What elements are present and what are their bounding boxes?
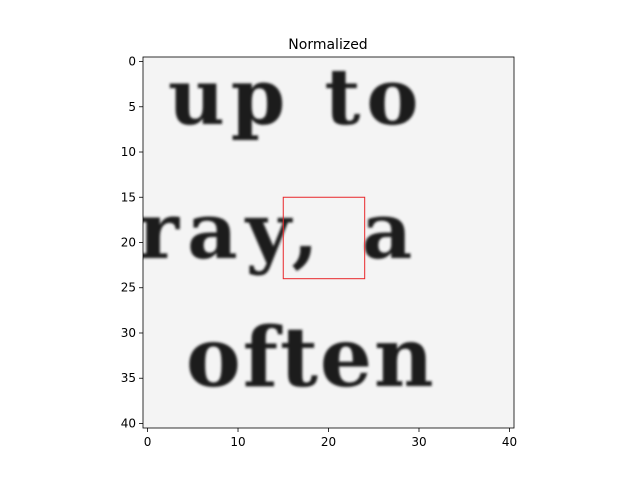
- image-background: [143, 57, 514, 428]
- y-tick-label: 35: [121, 371, 136, 385]
- y-tick-label: 0: [128, 55, 136, 69]
- text-line-3: often: [186, 310, 436, 406]
- y-tick-label: 20: [121, 236, 136, 250]
- x-tick-label: 0: [144, 435, 152, 449]
- text-line-2: ray, a: [138, 186, 420, 277]
- x-tick-label: 20: [321, 435, 336, 449]
- y-tick-label: 10: [121, 145, 136, 159]
- x-tick-label: 40: [502, 435, 517, 449]
- y-tick-label: 15: [121, 190, 136, 204]
- x-tick-label: 10: [230, 435, 245, 449]
- y-tick-label: 5: [128, 100, 136, 114]
- plot-title: Normalized: [288, 37, 367, 53]
- x-tick-label: 30: [411, 435, 426, 449]
- text-line-1: up to: [168, 52, 424, 143]
- y-tick-label: 30: [121, 326, 136, 340]
- image-panel: up to ray, a often: [138, 52, 514, 428]
- x-axis: 0 10 20 30 40: [144, 428, 517, 449]
- y-axis: 0 5 10 15 20 25 30 35 40: [121, 55, 143, 430]
- pixelated-text: up to ray, a often: [138, 52, 436, 406]
- y-tick-label: 25: [121, 281, 136, 295]
- highlight-box: [282, 196, 366, 280]
- y-tick-label: 40: [121, 416, 136, 430]
